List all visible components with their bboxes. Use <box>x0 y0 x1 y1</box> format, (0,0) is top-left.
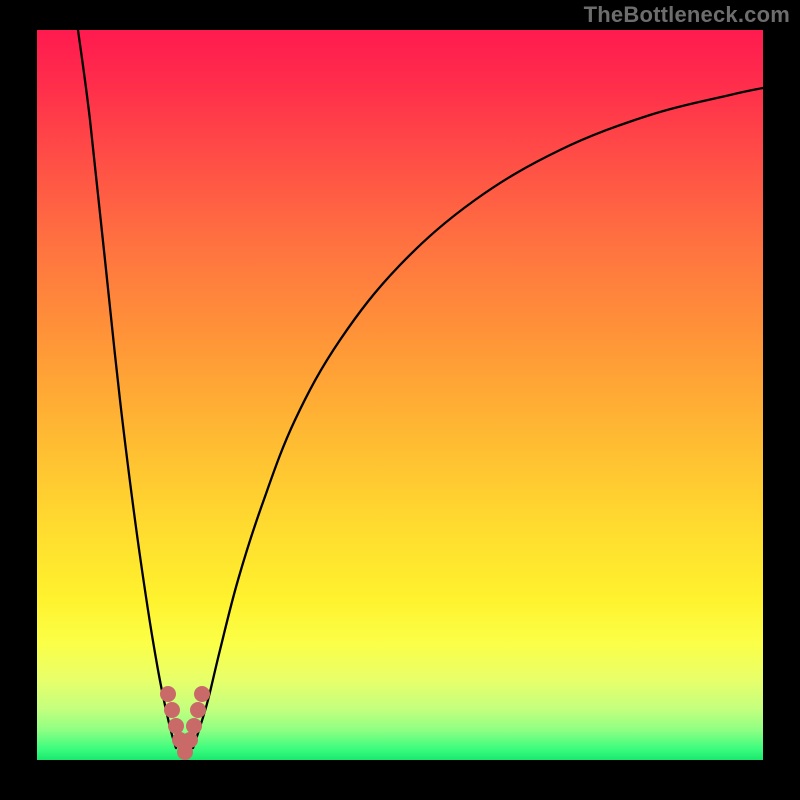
chart-stage: TheBottleneck.com <box>0 0 800 800</box>
plot-background-gradient <box>37 30 763 760</box>
bottleneck-chart <box>0 0 800 800</box>
notch-marker <box>187 719 202 734</box>
notch-marker <box>191 703 206 718</box>
notch-marker <box>169 719 184 734</box>
notch-marker <box>195 687 210 702</box>
notch-marker <box>183 733 198 748</box>
notch-marker <box>161 687 176 702</box>
notch-marker <box>165 703 180 718</box>
watermark-text: TheBottleneck.com <box>584 2 790 28</box>
